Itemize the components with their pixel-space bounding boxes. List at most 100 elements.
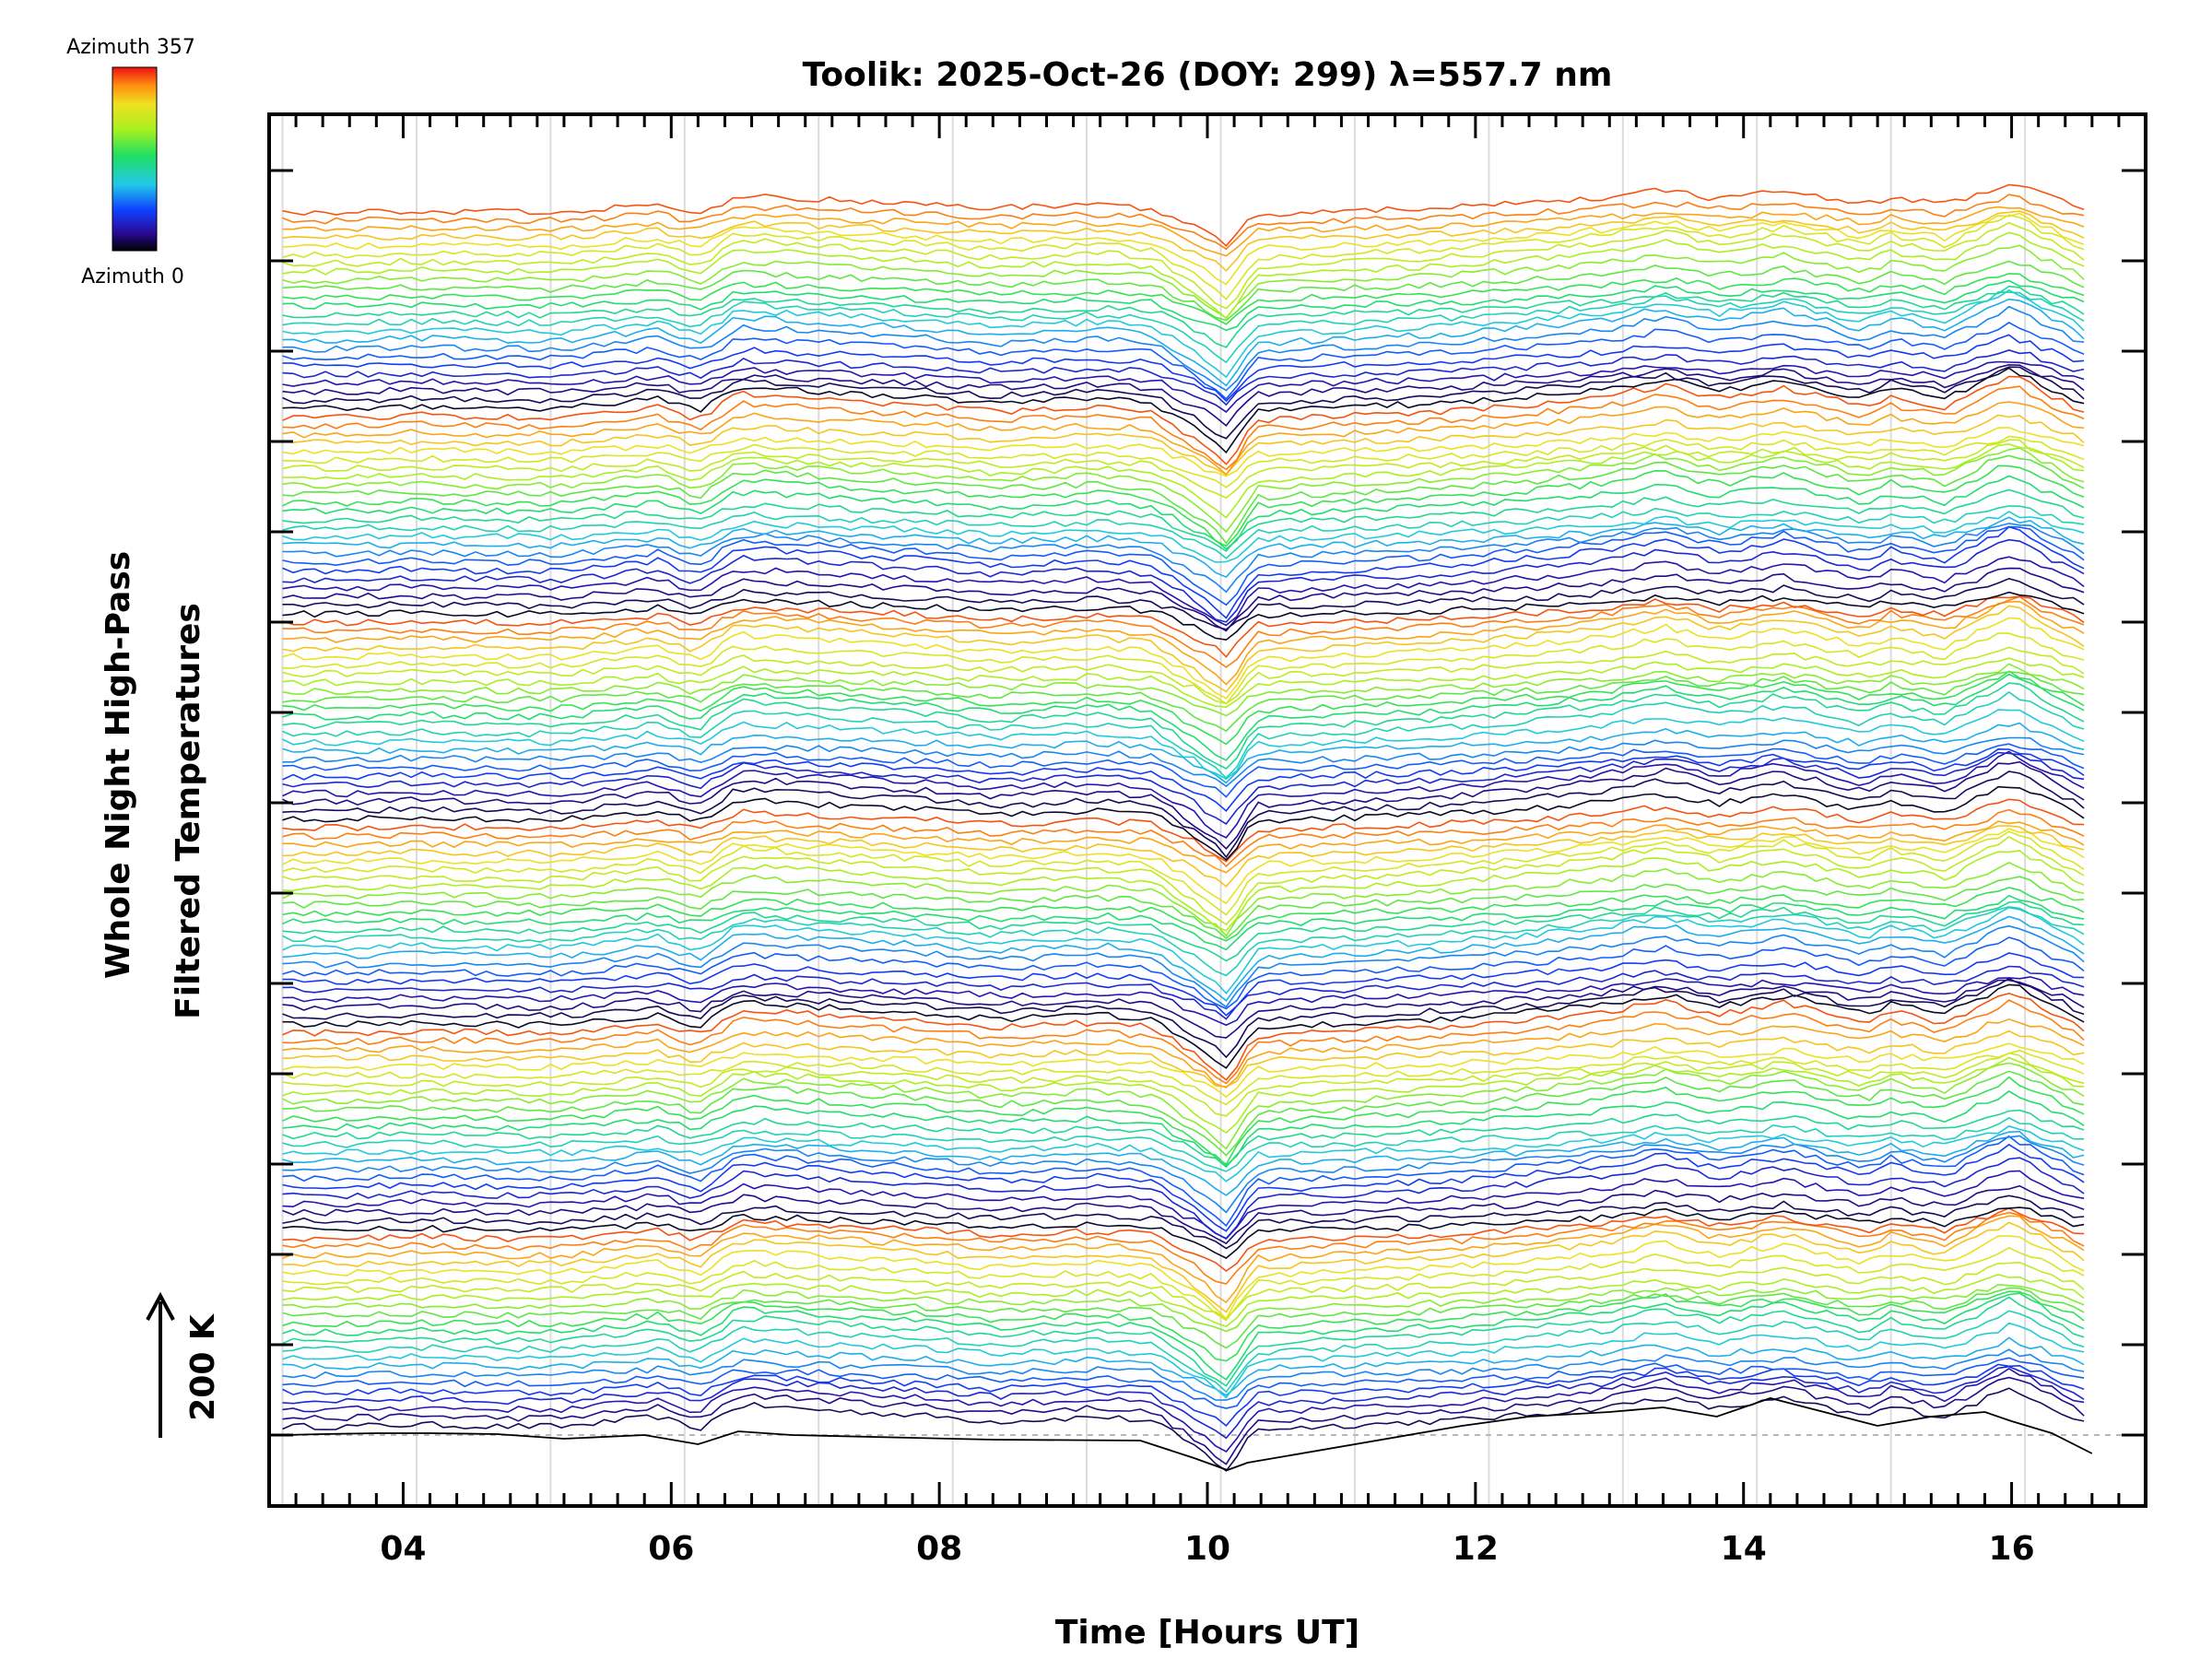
series-line-4	[282, 1365, 2085, 1440]
series-line-108	[282, 475, 2085, 550]
series-line-137	[282, 221, 2085, 310]
series-line-82	[282, 690, 2085, 780]
x-tick-label-06: 06	[648, 1530, 694, 1568]
series-line-57	[282, 906, 2085, 995]
series-line-27	[282, 1170, 2085, 1240]
series-line-53	[282, 952, 2085, 1017]
series-line-71	[282, 798, 2085, 863]
series-line-132	[282, 279, 2085, 332]
series-line-85	[282, 670, 2085, 746]
series-line-120	[282, 367, 2085, 454]
x-tick-label-14: 14	[1721, 1530, 1767, 1568]
series-line-117	[282, 401, 2085, 476]
series-line-107	[282, 488, 2085, 552]
x-tick-label-08: 08	[916, 1530, 962, 1568]
axis-ticks: 04 06 08 10 12 14 16	[267, 114, 2147, 1568]
series-line-22	[282, 1211, 2085, 1285]
series-line-37	[282, 1076, 2085, 1166]
series-line-30	[282, 1135, 2085, 1228]
series-line-35	[282, 1109, 2085, 1169]
series-line-100	[282, 538, 2085, 623]
series-line-88	[282, 657, 2085, 709]
series-line-21	[282, 1215, 2085, 1304]
y-axis-label-line2: Filtered Temperatures	[170, 603, 207, 1019]
series-line-75	[282, 750, 2085, 839]
series-line-41	[282, 1052, 2085, 1117]
series-line-45	[282, 1018, 2085, 1088]
series-line-43	[282, 1042, 2085, 1099]
series-line-87	[282, 663, 2085, 717]
series-line-64	[282, 850, 2085, 932]
series-line-6	[282, 1357, 2085, 1409]
series-line-116	[282, 414, 2085, 476]
series-line-32	[282, 1130, 2085, 1196]
series-line-29	[282, 1143, 2085, 1232]
series-line-93	[282, 600, 2085, 686]
series-line-129	[282, 288, 2085, 379]
series-line-96	[282, 591, 2085, 641]
series-line-113	[282, 439, 2085, 500]
series-line-77	[282, 747, 2085, 812]
series-line-10	[282, 1310, 2085, 1394]
series-line-123	[282, 360, 2085, 413]
series-line-33	[282, 1124, 2085, 1182]
series-line-46	[282, 999, 2085, 1085]
series-line-17	[282, 1261, 2085, 1320]
series-line-20	[282, 1221, 2085, 1313]
series-line-7	[282, 1348, 2085, 1401]
series-line-105	[282, 511, 2085, 563]
series-line-36	[282, 1089, 2085, 1167]
series-line-66	[282, 830, 2085, 916]
series-line-106	[282, 505, 2085, 559]
series-line-128	[282, 298, 2085, 387]
chart-title: Toolik: 2025-Oct-26 (DOY: 299) λ=557.7 n…	[803, 56, 1613, 94]
series-line-84	[282, 673, 2085, 761]
series-line-89	[282, 646, 2085, 705]
series-line-102	[282, 525, 2085, 606]
series-line-73	[282, 771, 2085, 859]
series-line-39	[282, 1062, 2085, 1150]
series-line-136	[282, 231, 2085, 320]
series-line-92	[282, 605, 2085, 693]
series-line-126	[282, 321, 2085, 400]
series-line-44	[282, 1030, 2085, 1088]
series-line-124	[282, 349, 2085, 406]
series-line-56	[282, 915, 2085, 1002]
series-line-59	[282, 900, 2085, 962]
series-line-12	[282, 1292, 2085, 1381]
series-line-141	[282, 206, 2085, 257]
series-line-62	[282, 876, 2085, 940]
series-line-125	[282, 334, 2085, 403]
series-line-47	[282, 992, 2085, 1081]
series-line-109	[282, 465, 2085, 547]
series-line-74	[282, 760, 2085, 850]
series-line-18	[282, 1247, 2085, 1322]
x-tick-label-16: 16	[1989, 1530, 2035, 1568]
series-line-23	[282, 1207, 2085, 1272]
series-line-99	[282, 556, 2085, 627]
series-line-34	[282, 1116, 2085, 1172]
series-line-1	[282, 1387, 2085, 1472]
series-line-130	[282, 291, 2085, 364]
series-line-81	[282, 709, 2085, 781]
colorbar	[112, 66, 158, 252]
series-line-72	[282, 785, 2085, 861]
series-line-70	[282, 808, 2085, 868]
series-line-138	[282, 214, 2085, 300]
series-line-55	[282, 924, 2085, 1008]
scale-label: 200 K	[184, 1313, 222, 1421]
series-line-54	[282, 936, 2085, 1010]
series-line-78	[282, 743, 2085, 798]
series-line-58	[282, 906, 2085, 977]
series-line-95	[282, 595, 2085, 658]
colorbar-top-label: Azimuth 357	[66, 36, 195, 59]
series-line-134	[282, 260, 2085, 322]
series-line-97	[282, 577, 2085, 630]
series-line-61	[282, 887, 2085, 942]
series-line-51	[282, 976, 2085, 1027]
scale-arrow-head	[146, 1291, 175, 1321]
series-line-104	[282, 516, 2085, 579]
y-axis-label-line1: Whole Night High-Pass	[100, 551, 137, 979]
series-line-110	[282, 454, 2085, 545]
